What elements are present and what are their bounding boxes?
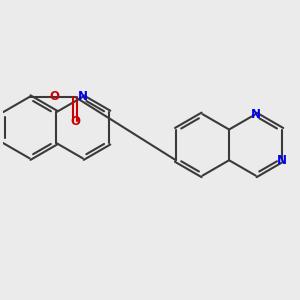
Text: N: N <box>251 108 261 121</box>
Text: O: O <box>70 115 80 128</box>
Text: O: O <box>49 90 59 104</box>
Text: N: N <box>277 154 287 167</box>
Text: N: N <box>78 90 88 104</box>
